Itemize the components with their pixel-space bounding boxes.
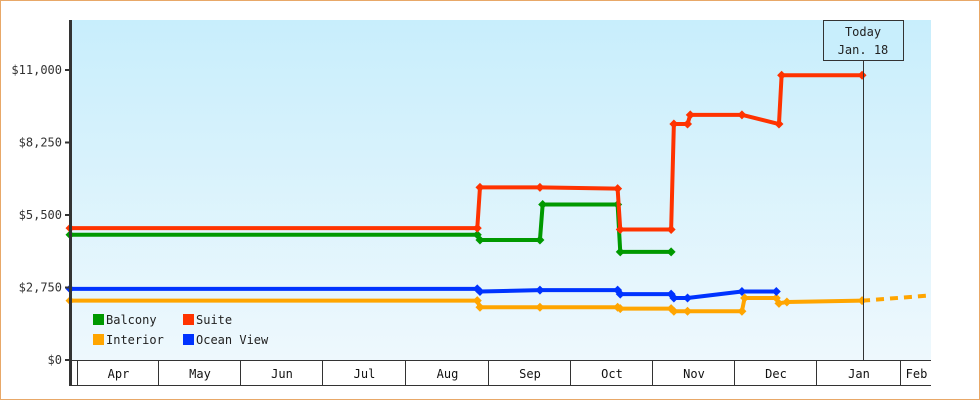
- y-tick: [65, 141, 70, 144]
- y-tick-label: $8,250: [19, 136, 62, 150]
- month-label-may: May: [189, 367, 211, 381]
- y-tick-label: $2,750: [19, 281, 62, 295]
- today-label: Today: [845, 25, 881, 39]
- y-tick: [65, 359, 70, 361]
- month-label-oct: Oct: [601, 367, 623, 381]
- today-date: Jan. 18: [838, 43, 889, 57]
- month-label-jan: Jan: [848, 367, 870, 381]
- today-box: [823, 20, 904, 61]
- forecast-line: [861, 293, 932, 303]
- legend-swatch-ocean-view: [183, 334, 194, 345]
- series-interior: [65, 293, 932, 316]
- legend-label-interior: Interior: [106, 333, 164, 347]
- y-tick-label: $5,500: [19, 208, 62, 222]
- month-label-aug: Aug: [437, 367, 459, 381]
- month-label-feb: Feb: [906, 367, 928, 381]
- legend-label-balcony: Balcony: [106, 313, 157, 327]
- legend-swatch-suite: [183, 314, 194, 325]
- month-label-dec: Dec: [765, 367, 787, 381]
- series-ocean-view: [65, 284, 781, 303]
- y-tick-label: $11,000: [11, 63, 62, 77]
- month-label-nov: Nov: [683, 367, 705, 381]
- month-label-jun: Jun: [271, 367, 293, 381]
- y-tick: [65, 286, 70, 289]
- month-label-sep: Sep: [519, 367, 541, 381]
- today-marker: Today Jan. 18: [823, 20, 904, 360]
- legend-swatch-interior: [93, 334, 104, 345]
- legend-swatch-balcony: [93, 314, 104, 325]
- y-tick: [65, 69, 70, 71]
- y-axis: [69, 20, 72, 386]
- series-suite: [65, 70, 867, 234]
- legend-label-suite: Suite: [196, 313, 232, 327]
- month-label-jul: Jul: [354, 367, 376, 381]
- legend: Balcony Suite Interior Ocean View: [93, 313, 269, 347]
- y-tick: [65, 214, 70, 216]
- legend-label-ocean-view: Ocean View: [196, 333, 269, 347]
- month-label-apr: Apr: [108, 367, 130, 381]
- y-tick-label: $0: [48, 353, 62, 367]
